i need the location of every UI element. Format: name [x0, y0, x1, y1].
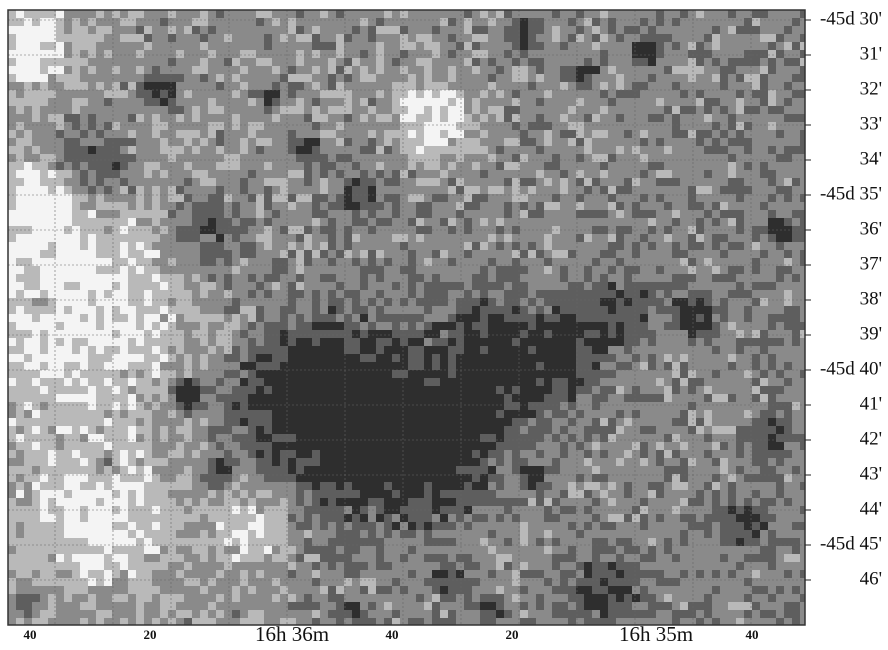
ra-label: 16h 36m: [255, 622, 329, 646]
dec-label: 33': [860, 113, 882, 134]
ra-label: 40: [746, 627, 759, 642]
ra-label: 16h 35m: [619, 622, 693, 646]
dec-label: -45d 45': [820, 533, 882, 554]
ra-label: 40: [24, 627, 37, 642]
dec-label: 39': [860, 323, 882, 344]
dec-label: 42': [860, 428, 882, 449]
dec-label: 43': [860, 463, 882, 484]
dec-label: 32': [860, 78, 882, 99]
dec-label: -45d 35': [820, 183, 882, 204]
dec-label: -45d 40': [820, 358, 882, 379]
sky-map: -45d 30' 31' 32' 33' 34' -45d 35' 36' 37' 38' 39'…: [0, 0, 888, 650]
dec-label: 41': [860, 393, 882, 414]
dec-label: 46': [860, 568, 882, 589]
ra-label: 20: [144, 627, 157, 642]
dec-label: -45d 30': [820, 8, 882, 29]
dec-label: 31': [860, 43, 882, 64]
dec-label: 36': [860, 218, 882, 239]
dec-label: 34': [860, 148, 882, 169]
ra-label: 20: [506, 627, 519, 642]
dec-label: 44': [860, 498, 882, 519]
sky-image: [8, 10, 805, 625]
dec-label: 37': [860, 253, 882, 274]
ra-label: 40: [386, 627, 399, 642]
dec-label: 38': [860, 288, 882, 309]
